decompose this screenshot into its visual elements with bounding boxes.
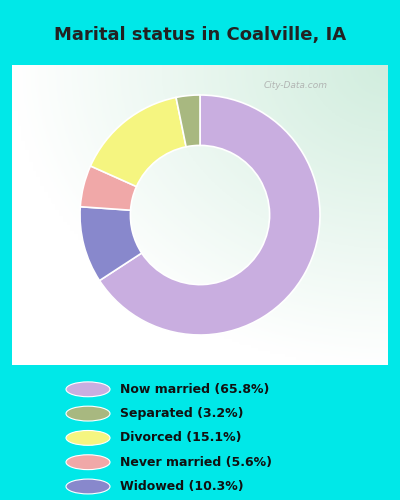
Text: Never married (5.6%): Never married (5.6%) xyxy=(120,456,272,468)
Text: Now married (65.8%): Now married (65.8%) xyxy=(120,383,269,396)
Wedge shape xyxy=(80,166,136,210)
Wedge shape xyxy=(90,98,186,186)
Circle shape xyxy=(66,382,110,396)
Circle shape xyxy=(66,455,110,469)
Text: Separated (3.2%): Separated (3.2%) xyxy=(120,407,244,420)
Text: City-Data.com: City-Data.com xyxy=(264,82,328,90)
Wedge shape xyxy=(100,95,320,335)
Text: Divorced (15.1%): Divorced (15.1%) xyxy=(120,432,242,444)
Text: Widowed (10.3%): Widowed (10.3%) xyxy=(120,480,244,493)
Circle shape xyxy=(66,430,110,446)
Circle shape xyxy=(66,406,110,421)
Wedge shape xyxy=(80,206,142,281)
Text: Marital status in Coalville, IA: Marital status in Coalville, IA xyxy=(54,26,346,44)
Circle shape xyxy=(66,479,110,494)
Wedge shape xyxy=(176,95,200,147)
